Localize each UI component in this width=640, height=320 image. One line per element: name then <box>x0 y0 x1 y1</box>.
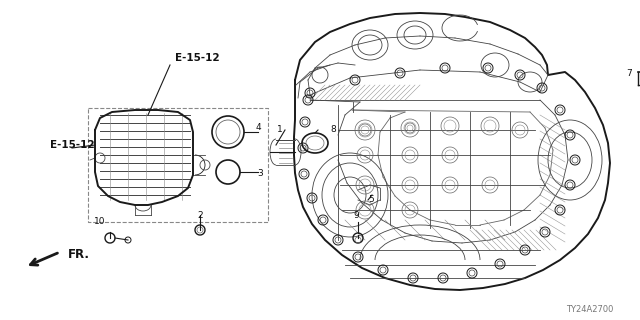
Text: TY24A2700: TY24A2700 <box>566 306 614 315</box>
Text: 7: 7 <box>627 68 632 77</box>
Text: 10: 10 <box>94 218 106 227</box>
Text: E-15-12: E-15-12 <box>50 140 95 150</box>
Text: 5: 5 <box>368 196 374 204</box>
Text: 8: 8 <box>330 125 336 134</box>
Text: FR.: FR. <box>68 249 90 261</box>
Text: 3: 3 <box>257 169 263 178</box>
Text: 4: 4 <box>255 124 261 132</box>
Text: 1: 1 <box>277 125 283 134</box>
Text: 9: 9 <box>353 211 359 220</box>
Text: 2: 2 <box>197 211 203 220</box>
Text: E-15-12: E-15-12 <box>175 53 220 63</box>
